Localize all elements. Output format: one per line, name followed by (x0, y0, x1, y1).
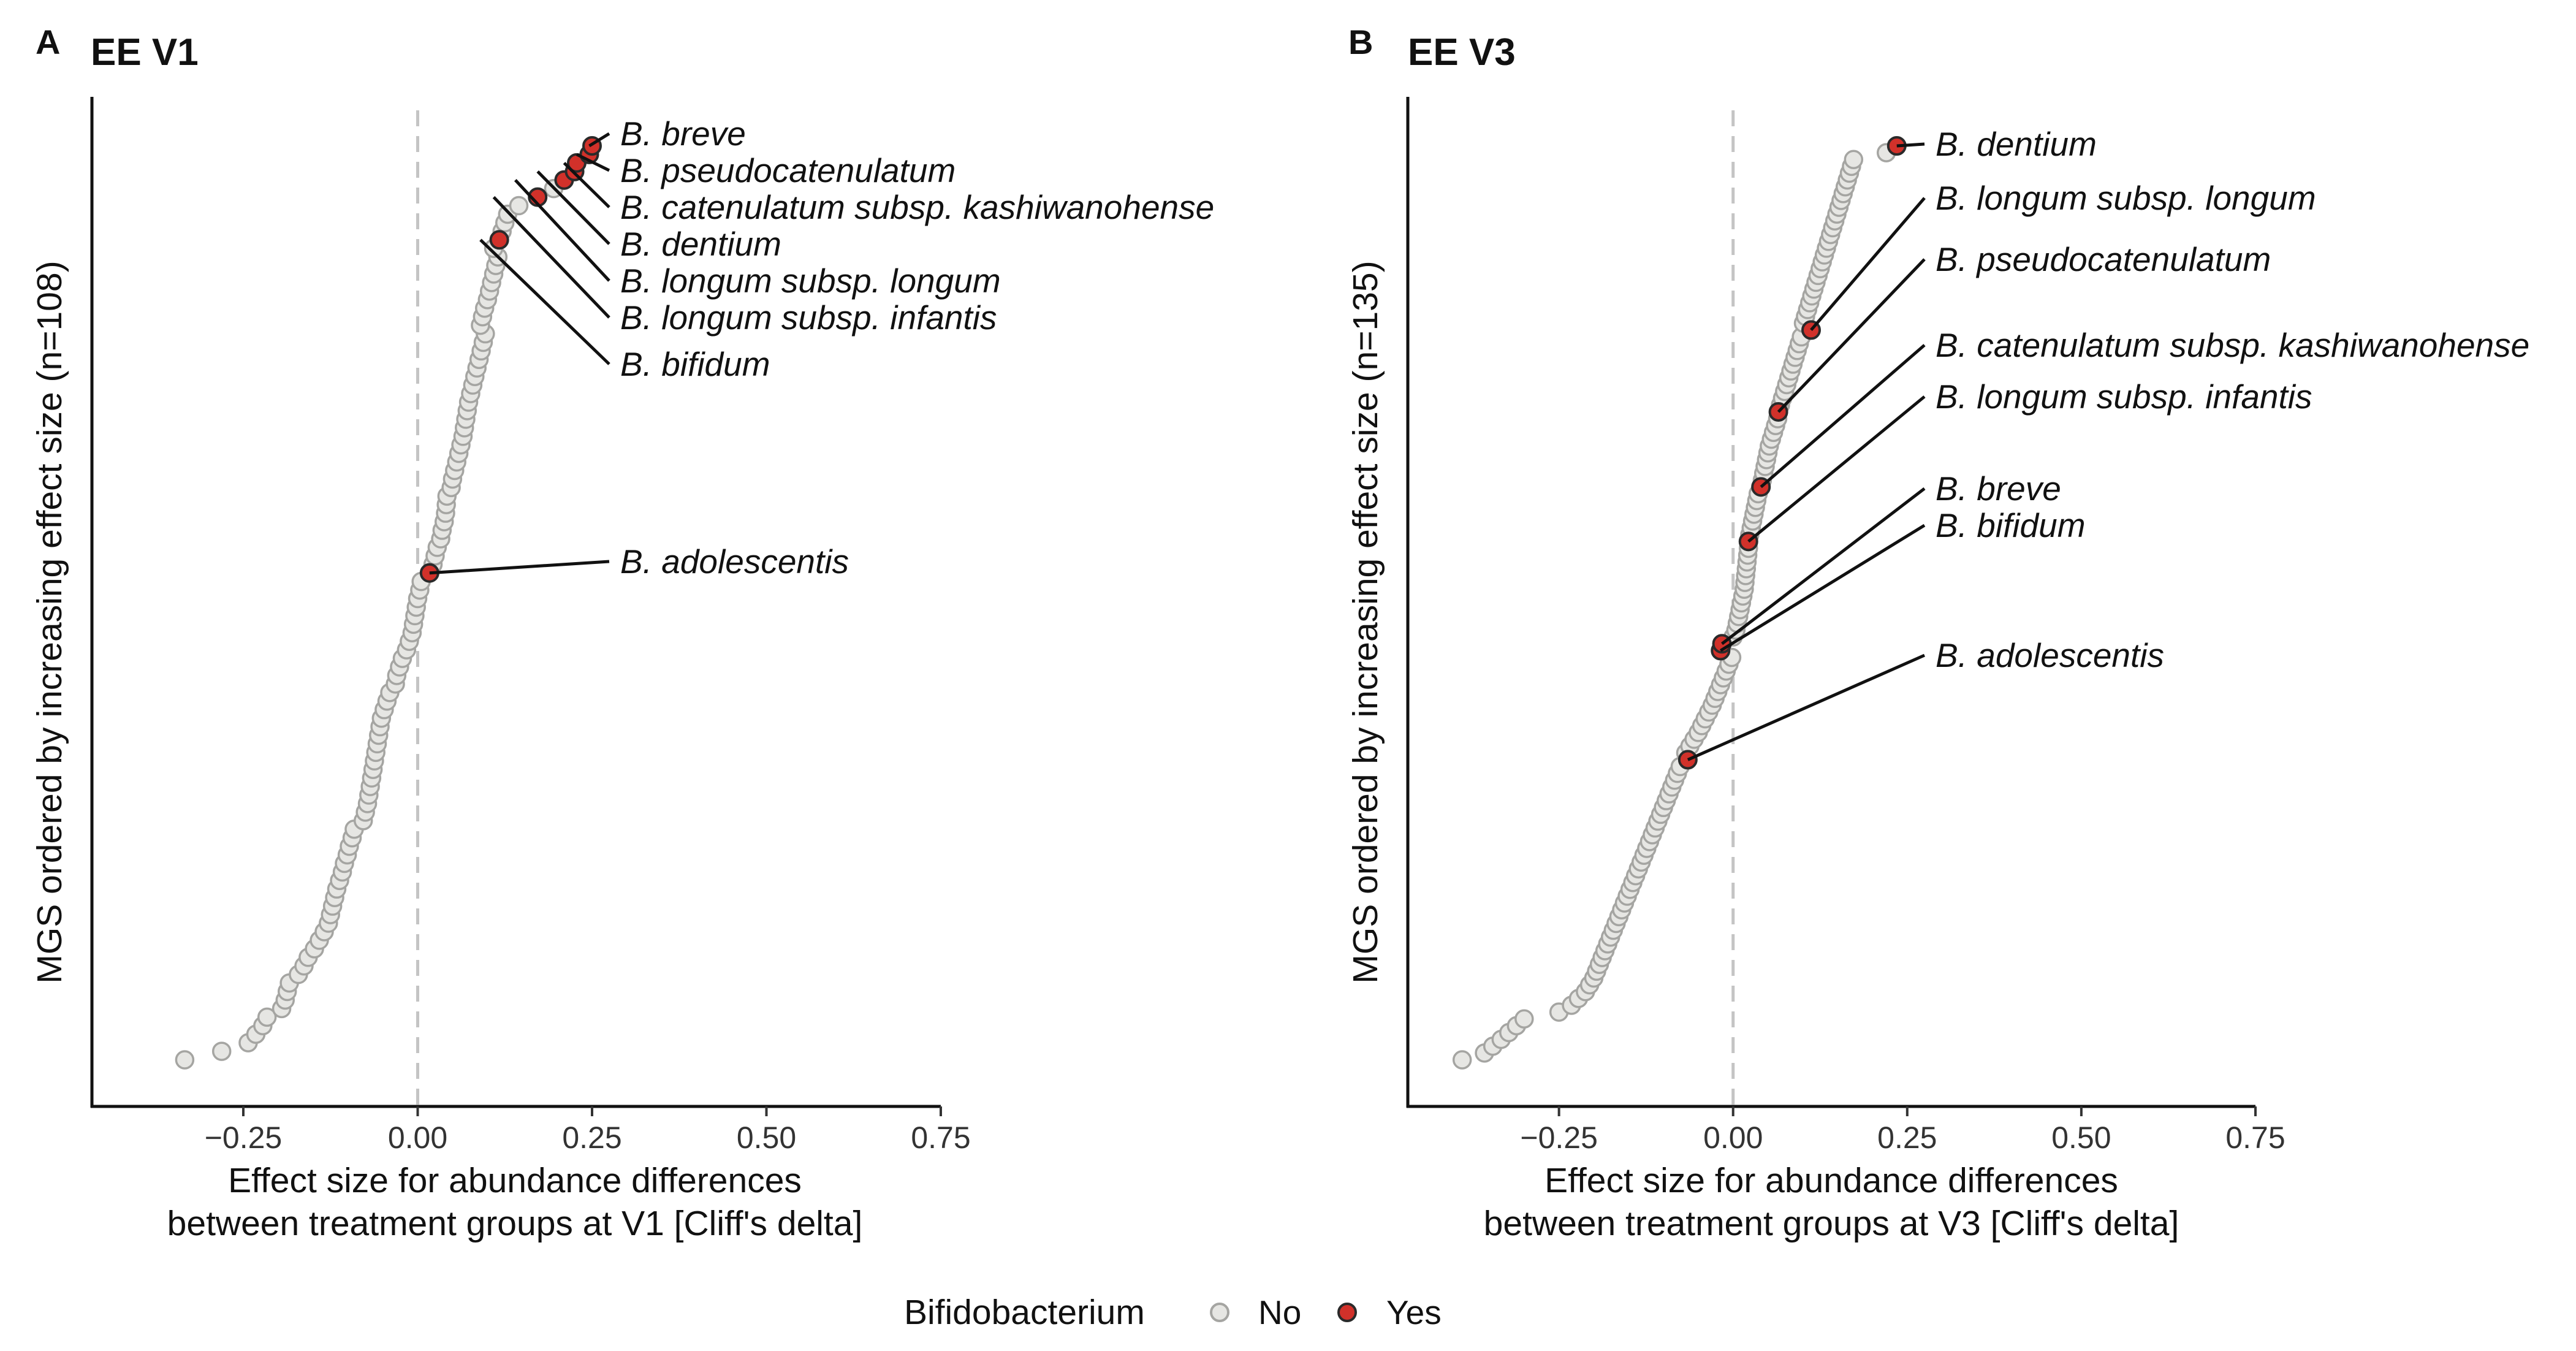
data-point-bifidobacterium (489, 230, 509, 250)
legend-marker-yes (1337, 1303, 1357, 1322)
data-point (1452, 1050, 1472, 1070)
panel-title: EE V3 (1408, 31, 1516, 74)
x-tick-label: 0.25 (1877, 1121, 1937, 1155)
legend: Bifidobacterium No Yes (904, 1293, 1442, 1332)
x-tick-label: 0.75 (911, 1121, 970, 1155)
annotation-label: B. longum subsp. longum (620, 262, 1001, 300)
data-point (1514, 1009, 1534, 1029)
annotation-label: B. longum subsp. longum (1936, 179, 2316, 217)
panel-a: A EE V1 MGS ordered by increasing effect… (30, 23, 1214, 1243)
x-tick-label: 0.00 (388, 1121, 447, 1155)
annotation-leader-line (1760, 344, 1926, 489)
data-point (1844, 150, 1864, 170)
annotation-leader-line (536, 170, 610, 245)
annotation-label: B. longum subsp. infantis (1936, 378, 2312, 416)
x-axis-title-line-1: Effect size for abundance differences (228, 1161, 802, 1200)
annotation-leader-line (1810, 197, 1926, 332)
y-axis-title: MGS ordered by increasing effect size (n… (30, 261, 69, 983)
x-axis-title-line-2: between treatment groups at V3 [Cliff's … (1484, 1204, 2179, 1243)
annotation-leader-line (429, 560, 610, 575)
annotation-leader-line (576, 153, 610, 172)
annotation-leader-line (514, 179, 610, 282)
panel-letter: A (36, 23, 60, 61)
annotation-leader-line (1721, 487, 1926, 645)
panel-b: B EE V3 MGS ordered by increasing effect… (1346, 23, 2529, 1243)
legend-label-yes: Yes (1386, 1293, 1442, 1331)
x-tick-label: 0.50 (737, 1121, 796, 1155)
annotation-leader-line (1687, 653, 1926, 761)
data-point (211, 1041, 232, 1061)
annotation-label: B. catenulatum subsp. kashiwanohense (1936, 326, 2529, 364)
panel-title: EE V1 (91, 31, 199, 74)
annotation-label: B. adolescentis (620, 542, 849, 580)
annotation-leader-line (563, 162, 610, 208)
x-tick-label: 0.00 (1703, 1121, 1763, 1155)
annotation-label: B. dentium (620, 225, 781, 263)
annotation-leader-line (1896, 142, 1925, 148)
legend-title: Bifidobacterium (904, 1293, 1145, 1332)
annotation-label: B. catenulatum subsp. kashiwanohense (620, 188, 1214, 226)
annotation-label: B. dentium (1936, 125, 2097, 163)
x-axis-title-line-2: between treatment groups at V1 [Cliff's … (167, 1204, 863, 1243)
x-tick-label: 0.25 (562, 1121, 621, 1155)
annotation-leader-line (1747, 395, 1926, 543)
annotation-leader-line (588, 132, 610, 148)
x-tick-label: 0.50 (2051, 1121, 2111, 1155)
annotation-label: B. bifidum (1936, 506, 2086, 544)
data-point (509, 196, 529, 216)
data-point (175, 1050, 195, 1070)
x-tick-label: 0.75 (2225, 1121, 2285, 1155)
panel-letter: B (1348, 23, 1373, 61)
data-point (257, 1007, 277, 1027)
annotation-label: B. adolescentis (1936, 636, 2164, 674)
annotation-label: B. pseudocatenulatum (1936, 240, 2271, 278)
y-axis-title-group: MGS ordered by increasing effect size (n… (30, 261, 69, 983)
x-tick-label: −0.25 (1520, 1121, 1598, 1155)
legend-label-no: No (1258, 1293, 1301, 1331)
legend-marker-no (1210, 1303, 1229, 1322)
x-tick-label: −0.25 (205, 1121, 283, 1155)
y-axis-title: MGS ordered by increasing effect size (n… (1346, 261, 1385, 983)
annotation-leader-line (479, 238, 610, 365)
annotation-label: B. pseudocatenulatum (620, 151, 956, 189)
annotation-leader-line (1719, 523, 1926, 652)
annotation-label: B. bifidum (620, 345, 770, 383)
annotation-label: B. breve (1936, 470, 2061, 508)
annotation-label: B. breve (620, 115, 746, 153)
annotation-leader-line (492, 196, 610, 319)
x-axis-title-line-1: Effect size for abundance differences (1544, 1161, 2118, 1200)
annotation-label: B. longum subsp. infantis (620, 299, 997, 337)
annotation-leader-line (1777, 258, 1926, 413)
